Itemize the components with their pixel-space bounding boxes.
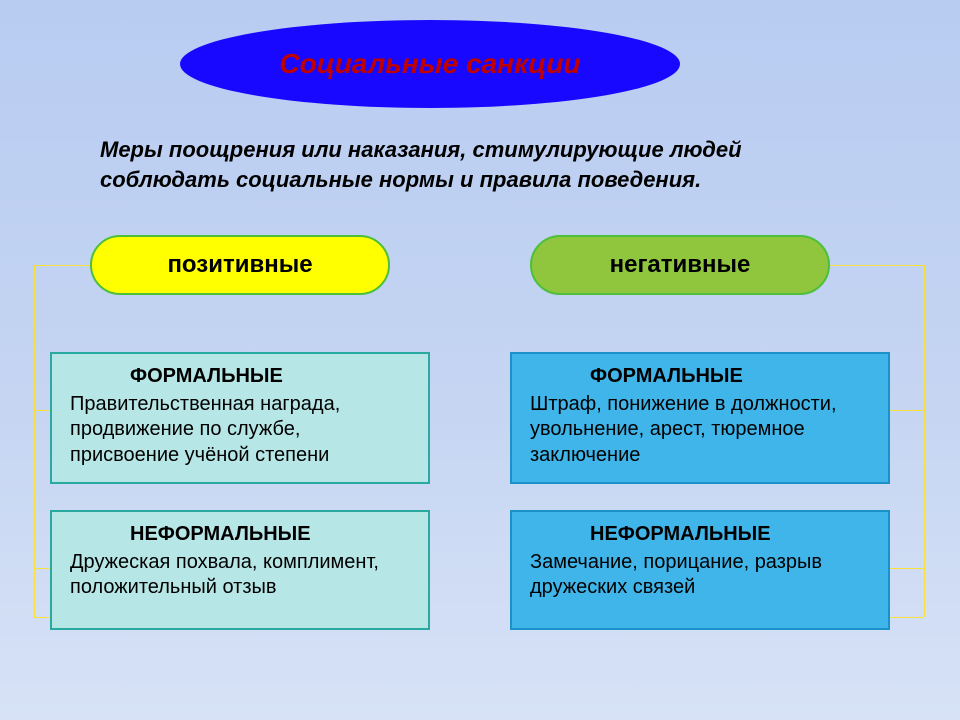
card-negative-informal: НЕФОРМАЛЬНЫЕ Замечание, порицание, разры… xyxy=(510,510,890,630)
card-positive-informal: НЕФОРМАЛЬНЫЕ Дружеская похвала, комплиме… xyxy=(50,510,430,630)
card-heading: НЕФОРМАЛЬНЫЕ xyxy=(70,522,410,548)
connector-left-to-card2 xyxy=(34,568,50,569)
connector-right-vert xyxy=(924,265,925,617)
card-heading: ФОРМАЛЬНЫЕ xyxy=(530,364,870,390)
connector-right-top xyxy=(830,265,924,266)
connector-right-to-card1 xyxy=(890,410,924,411)
card-negative-formal: ФОРМАЛЬНЫЕ Штраф, понижение в должности,… xyxy=(510,352,890,484)
pill-negative-label: негативные xyxy=(610,251,751,279)
definition-text: Меры поощрения или наказания, стимулирую… xyxy=(100,135,870,194)
connector-right-bottom xyxy=(890,617,924,618)
card-body: Штраф, понижение в должности, увольнение… xyxy=(530,392,870,469)
connector-left-to-card1 xyxy=(34,410,50,411)
pill-positive-label: позитивные xyxy=(167,251,312,279)
connector-left-vert xyxy=(34,265,35,617)
pill-positive: позитивные xyxy=(90,235,390,295)
card-body: Правительственная награда, продвижение п… xyxy=(70,392,410,469)
pill-negative: негативные xyxy=(530,235,830,295)
card-heading: ФОРМАЛЬНЫЕ xyxy=(70,364,410,390)
page-title: Социальные санкции xyxy=(279,48,580,80)
connector-right-to-card2 xyxy=(890,568,924,569)
connector-left-top xyxy=(34,265,90,266)
card-body: Замечание, порицание, разрыв дружеских с… xyxy=(530,550,870,601)
card-body: Дружеская похвала, комплимент, положител… xyxy=(70,550,410,601)
title-ellipse: Социальные санкции xyxy=(180,20,680,108)
card-positive-formal: ФОРМАЛЬНЫЕ Правительственная награда, пр… xyxy=(50,352,430,484)
card-heading: НЕФОРМАЛЬНЫЕ xyxy=(530,522,870,548)
connector-left-bottom xyxy=(34,617,50,618)
